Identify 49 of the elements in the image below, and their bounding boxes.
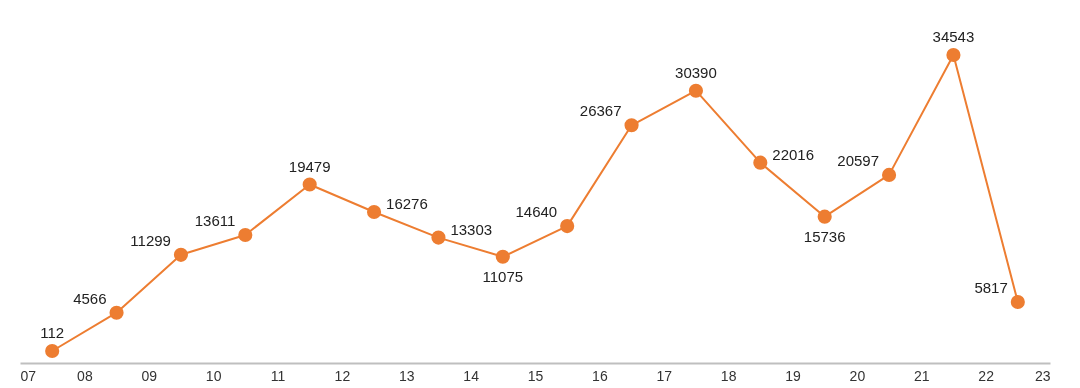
point <box>560 219 575 234</box>
x-tick-label: 20 <box>849 367 866 384</box>
x-tick-label: 15 <box>527 367 544 384</box>
x-tick-label: 21 <box>913 367 930 384</box>
point <box>431 230 446 245</box>
x-tick-label: 09 <box>141 367 158 384</box>
data-label: 112 <box>40 324 65 341</box>
point <box>624 118 639 133</box>
point <box>495 249 510 264</box>
point <box>366 204 382 220</box>
point <box>238 227 253 243</box>
data-label: 14640 <box>515 203 558 221</box>
x-tick-label: 16 <box>592 367 608 384</box>
point <box>302 177 317 192</box>
x-tick-label: 07 <box>20 367 37 384</box>
point <box>173 247 189 262</box>
data-label: 20597 <box>837 151 880 169</box>
point <box>881 167 897 182</box>
data-label: 11299 <box>130 231 171 249</box>
x-tick-label: 08 <box>77 367 93 384</box>
x-tick-label: 10 <box>205 367 222 384</box>
data-label: 34543 <box>932 28 975 45</box>
data-label: 16276 <box>386 195 428 213</box>
point <box>753 155 768 170</box>
x-tick-label: 22 <box>978 367 995 384</box>
data-label: 4566 <box>73 289 107 307</box>
point <box>817 209 832 224</box>
x-tick-label: 14 <box>463 367 480 384</box>
data-label: 13303 <box>450 220 493 238</box>
point <box>946 47 961 63</box>
data-label: 11075 <box>482 267 524 285</box>
point <box>109 305 124 320</box>
data-label: 5817 <box>974 278 1008 296</box>
point <box>1010 294 1025 310</box>
x-tick-label: 23 <box>1034 367 1051 384</box>
data-label: 30390 <box>675 63 717 81</box>
x-tick-label: 19 <box>785 367 801 384</box>
data-label: 26367 <box>579 102 622 120</box>
data-label: 13611 <box>194 211 236 229</box>
x-tick-label: 11 <box>270 367 286 384</box>
point <box>45 343 60 359</box>
x-tick-label: 18 <box>720 367 737 384</box>
data-label: 19479 <box>288 157 331 175</box>
x-tick-label: 12 <box>334 367 351 384</box>
x-tick-label: 13 <box>398 367 415 384</box>
x-tick-label: 17 <box>656 367 673 384</box>
data-label: 15736 <box>803 227 846 245</box>
point <box>688 83 704 98</box>
data-label: 22016 <box>772 145 815 163</box>
